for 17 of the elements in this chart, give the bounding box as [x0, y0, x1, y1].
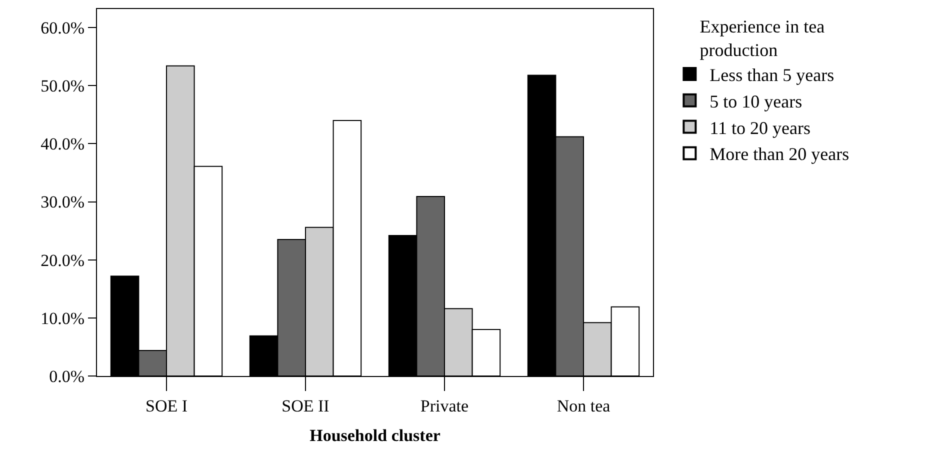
legend-label: 5 to 10 years: [710, 91, 802, 112]
y-tick-label: 30.0%: [40, 192, 85, 212]
x-tick-label: Non tea: [556, 396, 611, 416]
legend-title: Experience in tea production: [700, 16, 825, 60]
legend-label: Less than 5 years: [710, 65, 834, 86]
y-tick-label: 40.0%: [40, 134, 85, 154]
x-tick-label: Private: [420, 396, 469, 416]
x-axis-title: Household cluster: [310, 426, 441, 445]
y-tick-label: 60.0%: [40, 18, 85, 38]
legend-label: 11 to 20 years: [710, 118, 810, 138]
y-tick-label: 20.0%: [40, 250, 85, 270]
x-tick-label: SOE I: [145, 396, 188, 416]
legend-label: More than 20 years: [710, 144, 850, 164]
y-tick-label: 50.0%: [40, 76, 85, 96]
y-tick-label: 10.0%: [40, 308, 85, 328]
y-tick-label: 0.0%: [49, 366, 85, 386]
x-tick-label: SOE II: [282, 396, 330, 416]
